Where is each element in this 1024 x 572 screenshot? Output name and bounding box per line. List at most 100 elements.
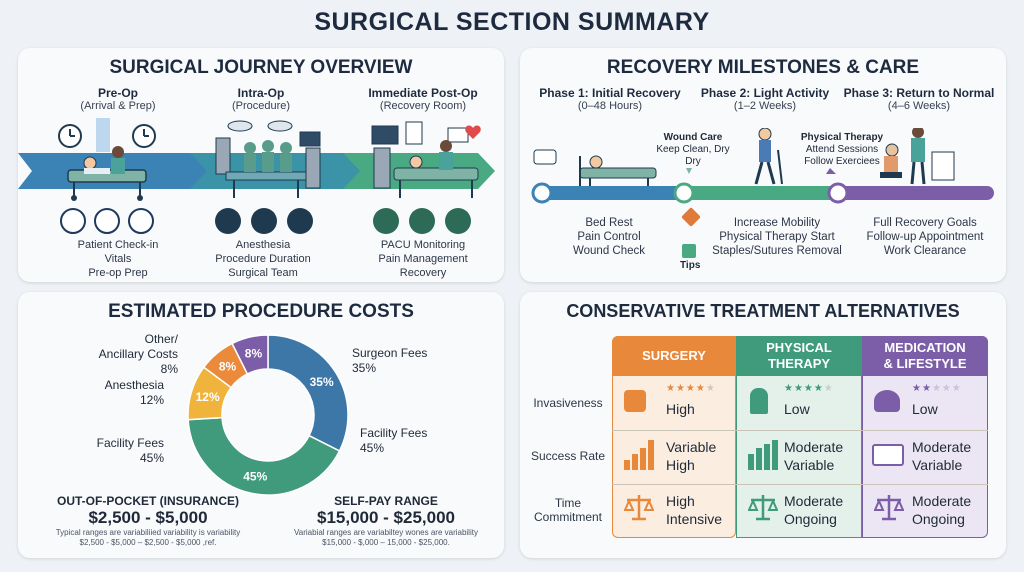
recovery-title: RECOVERY MILESTONES & CARE <box>606 57 920 78</box>
stage-postop-title: Immediate Post-Op <box>368 86 478 100</box>
preop-item: Patient Check-in <box>77 239 159 251</box>
legend-other-line2: Ancillary Costs <box>98 347 178 361</box>
selfpay-note: $15,000 - $,000 – 15,000 - $25,000. <box>322 538 450 547</box>
phase-3-item: Work Clearance <box>883 245 967 257</box>
wound-care-line: Dry <box>685 156 701 167</box>
phase-1-item: Wound Check <box>572 245 646 257</box>
row-label-invasiveness: Invasiveness <box>533 396 603 410</box>
legend-anesthesia: Anesthesia <box>104 378 164 392</box>
anesthesia-machine-icon <box>251 208 277 234</box>
scale-icon <box>874 495 904 521</box>
id-card-icon <box>872 444 904 466</box>
physical-therapy-scene-icon <box>880 128 955 185</box>
recovery-timeline <box>531 128 994 204</box>
oop-note: $2,500 - $5,000 – $2,500 - $5,000 ,ref. <box>79 538 217 547</box>
tips-label: Tips <box>680 260 701 271</box>
phase-2-title: Phase 2: Light Activity <box>700 86 830 100</box>
monitor-icon <box>287 208 313 234</box>
legend-other-line1: Other/ <box>144 332 178 346</box>
walking-cane-icon <box>754 128 783 185</box>
costs-title: ESTIMATED PROCEDURE COSTS <box>108 301 414 322</box>
journey-panel: SURGICAL JOURNEY OVERVIEW Pre-Op (Arriva… <box>18 48 504 282</box>
postop-scene-icon <box>371 121 481 198</box>
phase-2-item: Increase Mobility <box>733 217 821 229</box>
postop-item: Recovery <box>399 267 447 279</box>
oop-label: OUT-OF-POCKET (INSURANCE) <box>57 494 239 508</box>
cost-donut-chart: 35% 45% 12% 8% 8% <box>187 334 349 496</box>
invasiveness-med: Low <box>912 401 938 417</box>
row-label-commitment: Commitment <box>533 510 602 524</box>
hiking-icon <box>750 388 768 414</box>
journey-title: SURGICAL JOURNEY OVERVIEW <box>109 57 413 78</box>
donut-slice-4 <box>231 334 269 375</box>
recovery-panel: RECOVERY MILESTONES & CARE Phase 1: Init… <box>520 48 1006 282</box>
legend-surgeon: Surgeon Fees <box>352 346 428 360</box>
clipboard-icon <box>94 208 120 234</box>
oop-range: $2,500 - $5,000 <box>88 508 208 527</box>
preop-scene-icon <box>58 118 156 201</box>
invasiveness-surgery: High <box>666 401 695 417</box>
pacu-monitor-icon <box>373 208 399 234</box>
phase-2-time: (1–2 Weeks) <box>733 100 797 112</box>
donut-label-3: 8% <box>219 360 237 374</box>
phase-3-time: (4–6 Weeks) <box>887 100 951 112</box>
success-pt: Moderate Variable <box>784 439 844 473</box>
bar-chart-icon <box>748 440 778 470</box>
intraop-scene-icon <box>215 120 321 198</box>
clock-icon <box>60 208 86 234</box>
legend-anesthesia-pct: 12% <box>139 393 164 407</box>
pt-note-title: Physical Therapy <box>800 132 884 143</box>
stage-postop-sub: (Recovery Room) <box>379 100 467 112</box>
nurse-icon <box>409 208 435 234</box>
alternatives-panel: CONSERVATIVE TREATMENT ALTERNATIVES SURG… <box>520 292 1006 558</box>
postop-item: PACU Monitoring <box>380 239 466 251</box>
pt-note-line: Attend Sessions <box>805 144 879 155</box>
phase-3-item: Follow-up Appointment <box>866 231 984 243</box>
time-med: Moderate Ongoing <box>912 493 972 527</box>
scale-icon <box>624 495 654 521</box>
donut-label-0: 35% <box>310 375 334 389</box>
row-label-success-rate: Success Rate <box>530 449 606 463</box>
tips-icon <box>682 244 696 258</box>
col-pt-header: PHYSICAL THERAPY <box>736 336 862 376</box>
journey-arrow-band <box>18 118 495 201</box>
legend-facility-pct: 45% <box>360 441 385 455</box>
time-pt: Moderate Ongoing <box>784 493 844 527</box>
bed-rest-scene-icon <box>533 149 657 188</box>
legend-facility-left-pct: 45% <box>139 451 164 465</box>
selfpay-label: SELF-PAY RANGE <box>334 494 438 508</box>
time-surgery: High Intensive <box>666 493 723 527</box>
wristband-icon <box>128 208 154 234</box>
stage-preop-sub: (Arrival & Prep) <box>80 100 156 112</box>
col-surgery-header: SURGERY <box>612 336 736 376</box>
surgeon-icon <box>624 390 646 412</box>
preop-item: Pre-op Prep <box>88 267 148 279</box>
star-rating-pt: ★★★★★ <box>784 383 834 394</box>
intraop-item: Anesthesia <box>235 239 291 251</box>
phase-1-item: Pain Control <box>577 231 641 243</box>
phase-3-item: Full Recovery Goals <box>873 217 977 229</box>
stage-intraop-title: Intra-Op <box>237 86 285 100</box>
star-rating-surgery: ★★★★★ <box>666 383 716 394</box>
row-label-time: Time <box>554 496 582 510</box>
legend-other-pct: 8% <box>160 362 178 376</box>
phase-3-title: Phase 3: Return to Normal <box>843 86 995 100</box>
costs-panel: ESTIMATED PROCEDURE COSTS 35% 45% 12% 8% 8% … <box>18 292 504 558</box>
selfpay-range: $15,000 - $25,000 <box>316 508 455 527</box>
success-surgery: Variable High <box>666 439 717 473</box>
wound-care-title: Wound Care <box>663 132 723 143</box>
wound-care-line: Keep Clean, Dry <box>656 144 730 155</box>
scale-icon <box>748 495 778 521</box>
stage-preop-title: Pre-Op <box>97 86 138 100</box>
col-med-header: MEDICATION & LIFESTYLE <box>862 336 988 376</box>
success-med: Moderate Variable <box>912 439 972 473</box>
iv-drip-icon <box>445 208 471 234</box>
bar-chart-icon <box>624 440 654 470</box>
alternatives-title: CONSERVATIVE TREATMENT ALTERNATIVES <box>566 301 960 321</box>
intraop-item: Surgical Team <box>228 267 298 279</box>
intraop-item: Procedure Duration <box>215 253 311 265</box>
legend-surgeon-pct: 35% <box>352 361 377 375</box>
invasiveness-pt: Low <box>784 401 810 417</box>
donut-label-2: 12% <box>196 390 220 404</box>
syringe-icon <box>215 208 241 234</box>
